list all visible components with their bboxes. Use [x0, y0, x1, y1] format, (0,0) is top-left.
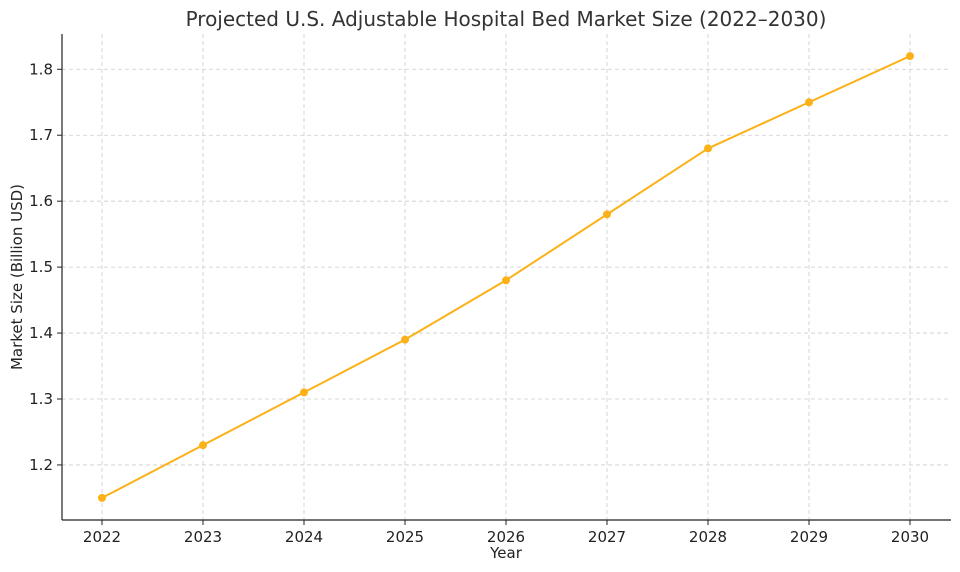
data-point [502, 276, 510, 285]
data-point [300, 388, 308, 397]
x-tick-label: 2030 [891, 528, 929, 546]
x-axis-label: Year [489, 544, 523, 562]
data-point [906, 52, 914, 61]
y-tick-label: 1.8 [29, 60, 53, 78]
y-tick-label: 1.6 [29, 192, 53, 210]
y-tick-label: 1.7 [29, 126, 53, 144]
x-tick-label: 2023 [184, 528, 222, 546]
chart-title: Projected U.S. Adjustable Hospital Bed M… [186, 7, 827, 31]
data-point [805, 98, 813, 107]
data-point [98, 493, 106, 502]
y-tick-label: 1.3 [29, 390, 53, 408]
y-tick-label: 1.5 [29, 258, 53, 276]
grid-layer [62, 34, 951, 520]
x-tick-label: 2024 [285, 528, 323, 546]
x-tick-label: 2028 [689, 528, 727, 546]
data-point [603, 210, 611, 219]
data-point [704, 144, 712, 153]
y-ticks: 1.2 1.3 1.4 1.5 1.6 1.7 1.8 [29, 60, 62, 474]
series-layer [98, 52, 914, 502]
x-tick-label: 2026 [487, 528, 525, 546]
x-tick-label: 2029 [790, 528, 828, 546]
y-axis-label: Market Size (Billion USD) [8, 184, 26, 370]
x-tick-label: 2025 [386, 528, 424, 546]
x-tick-label: 2022 [83, 528, 121, 546]
y-tick-label: 1.2 [29, 456, 53, 474]
data-point [401, 335, 409, 344]
x-tick-label: 2027 [588, 528, 626, 546]
y-tick-label: 1.4 [29, 324, 53, 342]
data-point [199, 441, 207, 450]
x-ticks: 2022 2023 2024 2025 2026 2027 2028 2029 2030 [83, 520, 929, 546]
